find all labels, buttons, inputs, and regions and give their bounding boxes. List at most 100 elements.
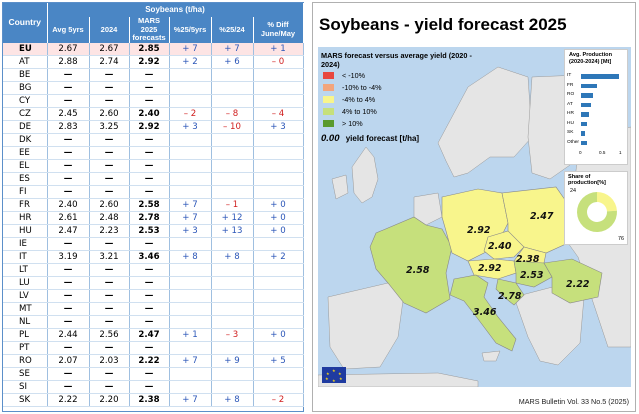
col-forecast-header: MARS 2025 forecasts xyxy=(129,16,170,43)
avg5yrs-cell: 2.22 xyxy=(47,393,90,407)
avg5yrs-cell: 2.45 xyxy=(47,107,90,121)
country-cell: IE xyxy=(3,237,48,251)
country-cell: HR xyxy=(3,211,48,225)
europe-map: 2.92 2.47 2.40 2.38 2.92 2.53 2.58 2.22 … xyxy=(318,47,631,387)
diff-cell xyxy=(253,289,304,303)
production-bar xyxy=(581,102,591,107)
yield-2024-cell: 2.20 xyxy=(89,393,130,407)
share-slice xyxy=(597,192,617,212)
pct5yrs-cell: + 7 xyxy=(169,354,212,368)
diff-cell xyxy=(253,133,304,147)
soybean-yield-table: Country Soybeans (t/ha) Avg 5yrs 2024 MA… xyxy=(3,3,304,407)
table-row: AT 2.88 2.74 2.92 + 2 + 6– 0 xyxy=(3,55,304,69)
country-cell: ES xyxy=(3,172,48,186)
pct5yrs-cell: + 2 xyxy=(169,55,212,69)
avg5yrs-cell: — xyxy=(47,367,90,381)
share-label-small: 24 xyxy=(570,188,576,194)
forecast-cell: — xyxy=(129,133,170,147)
legend-swatch xyxy=(323,71,334,79)
country-cell: LV xyxy=(3,289,48,303)
yield-2024-cell: — xyxy=(89,341,130,355)
yield-2024-cell: 2.48 xyxy=(89,211,130,225)
pct5yrs-cell: + 7 xyxy=(169,211,212,225)
pct24-cell xyxy=(211,68,254,82)
table-body: EU 2.67 2.67 2.85 + 7 + 7 + 1 AT 2.88 2.74 2.92 + 2… xyxy=(3,42,304,407)
legend-label: -4% to 4% xyxy=(342,94,376,104)
avg5yrs-cell: — xyxy=(47,185,90,199)
diff-cell: + 0 xyxy=(253,211,304,225)
avg-production-chart: Avg. Production (2020-2024) [Mt] IT FR RO A… xyxy=(564,49,628,165)
diff-cell: – 2 xyxy=(253,393,304,407)
yield-2024-cell: — xyxy=(89,146,130,160)
avg5yrs-cell: — xyxy=(47,237,90,251)
production-bar-label: AT xyxy=(567,101,573,107)
pct24-cell: – 8 xyxy=(211,107,254,121)
legend-forecast-label: yield forecast [t/ha] xyxy=(345,134,420,143)
pct5yrs-cell xyxy=(169,367,212,381)
land-uk xyxy=(351,146,379,204)
pct5yrs-cell xyxy=(169,341,212,355)
pct5yrs-cell xyxy=(169,68,212,82)
yield-2024-cell: 2.60 xyxy=(89,198,130,212)
table-row: EU 2.67 2.67 2.85 + 7 + 7 + 1 xyxy=(3,42,304,56)
country-france xyxy=(369,216,453,314)
legend-swatch xyxy=(323,83,334,91)
pct24-cell: + 9 xyxy=(211,354,254,368)
yield-2024-cell: — xyxy=(89,276,130,290)
production-bar-label: HU xyxy=(567,120,574,126)
forecast-cell: 2.58 xyxy=(129,198,170,212)
forecast-cell: 2.47 xyxy=(129,328,170,342)
country-cell: FI xyxy=(3,185,48,199)
pct24-cell: + 6 xyxy=(211,55,254,69)
country-header: Country xyxy=(3,3,48,43)
col-pct24-header: %25/24 xyxy=(211,17,254,43)
country-cell: BG xyxy=(3,81,48,95)
pct5yrs-cell xyxy=(169,302,212,316)
production-bar xyxy=(581,131,585,136)
value-italy: 3.46 xyxy=(473,307,497,318)
avg5yrs-cell: — xyxy=(47,289,90,303)
avg5yrs-cell: — xyxy=(47,380,90,394)
yield-2024-cell: 2.23 xyxy=(89,224,130,238)
avg5yrs-cell: — xyxy=(47,341,90,355)
avg5yrs-cell: — xyxy=(47,146,90,160)
pct5yrs-cell: + 3 xyxy=(169,120,212,134)
yield-2024-cell: — xyxy=(89,68,130,82)
forecast-cell: 2.22 xyxy=(129,354,170,368)
land-benelux xyxy=(413,192,443,226)
table-row: FI — — — xyxy=(3,185,304,199)
value-poland: 2.47 xyxy=(530,211,554,222)
forecast-cell: — xyxy=(129,237,170,251)
col-diff-header: % Diff June/May xyxy=(253,17,304,43)
diff-cell: + 0 xyxy=(253,224,304,238)
avg5yrs-cell: — xyxy=(47,172,90,186)
pct5yrs-cell xyxy=(169,133,212,147)
diff-cell: + 0 xyxy=(253,328,304,342)
yield-2024-cell: — xyxy=(89,263,130,277)
diff-cell xyxy=(253,367,304,381)
table-row: RO 2.07 2.03 2.22 + 7 + 9 + 5 xyxy=(3,354,304,368)
country-cell: DK xyxy=(3,133,48,147)
country-cell: SE xyxy=(3,367,48,381)
map-panel: Soybeans - yield forecast 2025 xyxy=(312,2,636,412)
production-bar xyxy=(581,74,619,79)
prod-axis-0: 0 xyxy=(579,150,582,155)
country-cell: CY xyxy=(3,94,48,108)
yield-2024-cell: — xyxy=(89,172,130,186)
country-cell: IT xyxy=(3,250,48,264)
forecast-cell: — xyxy=(129,68,170,82)
pct24-cell xyxy=(211,133,254,147)
pct5yrs-cell: + 7 xyxy=(169,393,212,407)
table-row: HU 2.47 2.23 2.53 + 3 + 13 + 0 xyxy=(3,224,304,238)
diff-cell: – 0 xyxy=(253,55,304,69)
country-cell: EE xyxy=(3,146,48,160)
avg5yrs-cell: — xyxy=(47,276,90,290)
country-czechia xyxy=(483,230,525,260)
bulletin-footer: MARS Bulletin Vol. 33 No.5 (2025) xyxy=(518,397,629,406)
avg5yrs-cell: 2.67 xyxy=(47,42,90,56)
production-bar-label: RO xyxy=(567,92,575,97)
country-italy xyxy=(449,274,517,352)
pct24-cell: + 8 xyxy=(211,250,254,264)
pct24-cell xyxy=(211,146,254,160)
pct5yrs-cell xyxy=(169,185,212,199)
